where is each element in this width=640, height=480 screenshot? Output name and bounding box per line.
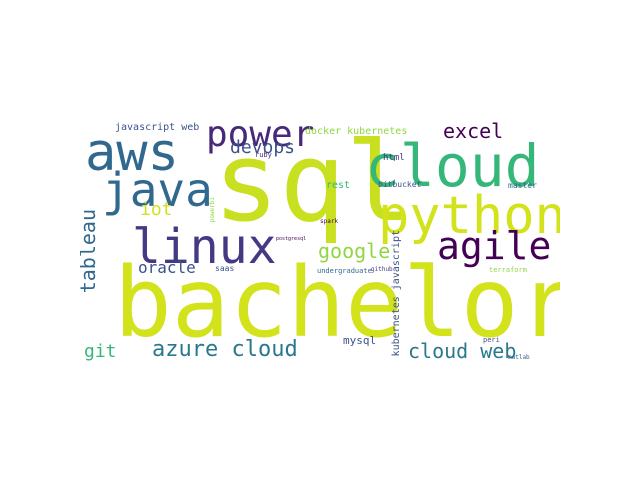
word-saas: saas <box>215 264 235 273</box>
word-undergraduate: undergraduate <box>317 267 372 275</box>
word-peri: peri <box>483 336 500 344</box>
word-python: python <box>378 186 560 246</box>
word-cloud-web: cloud web <box>408 339 517 363</box>
word-iot: iot <box>140 199 173 220</box>
word-tableau: tableau <box>80 209 100 294</box>
word-power: power <box>206 117 315 155</box>
word-rest: rest <box>326 180 351 191</box>
word-cloud: bachelor sql cloud python aws java linux… <box>80 117 560 365</box>
word-agile: agile <box>437 224 552 268</box>
word-postgresql: postgresql <box>276 236 307 242</box>
word-javascript-web: javascript web <box>115 122 200 133</box>
word-cloud-large: cloud <box>365 132 540 200</box>
word-docker-kubernetes: docker kubernetes <box>305 126 408 137</box>
word-mysql: mysql <box>343 334 377 347</box>
word-google: google <box>318 239 391 263</box>
word-devops: devops <box>230 137 296 158</box>
word-github: github <box>371 266 393 273</box>
word-java: java <box>102 163 213 217</box>
word-bachelor: bachelor <box>114 247 560 359</box>
word-master: master <box>508 181 537 190</box>
word-matlab: matlab <box>508 354 530 361</box>
word-terraform: terraform <box>489 266 527 274</box>
word-azure-cloud: azure cloud <box>152 337 298 362</box>
word-sql: sql <box>213 118 412 246</box>
word-ruby: ruby <box>255 151 272 159</box>
word-html: html <box>383 153 405 163</box>
word-bitbucket: bitbucket <box>378 180 422 189</box>
word-powerbi: powerbi <box>209 197 216 223</box>
word-excel: excel <box>443 119 504 143</box>
word-spark: spark <box>320 218 339 225</box>
word-oracle: oracle <box>138 258 196 277</box>
word-linux: linux <box>132 219 277 275</box>
word-aws: aws <box>85 123 179 183</box>
word-kubernetes-javascript: kubernetes javascript <box>391 230 402 357</box>
word-git: git <box>84 341 117 362</box>
